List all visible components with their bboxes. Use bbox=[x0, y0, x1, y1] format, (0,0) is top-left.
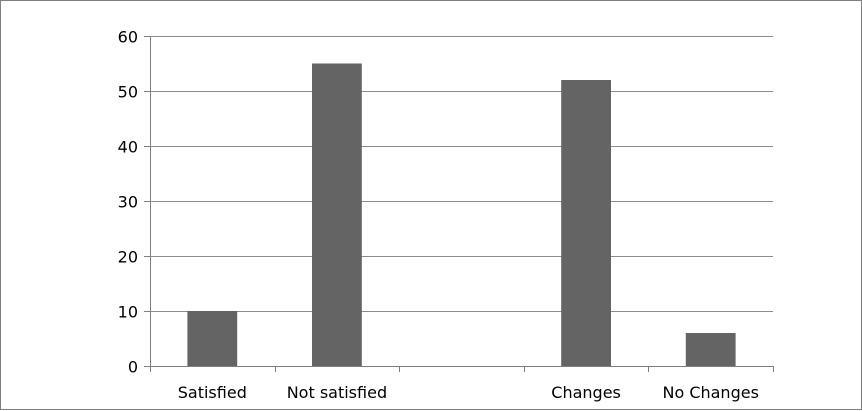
axes bbox=[144, 36, 774, 372]
y-tick-label: 30 bbox=[118, 193, 138, 212]
y-tick-label: 40 bbox=[118, 138, 138, 157]
x-tick-label: Not satisfied bbox=[287, 383, 387, 402]
bar bbox=[312, 63, 362, 366]
bar bbox=[561, 80, 611, 366]
x-tick-label: Satisfied bbox=[178, 383, 247, 402]
bar bbox=[685, 333, 736, 366]
y-tick-label: 60 bbox=[118, 28, 138, 47]
tick-labels: 0 10 20 30 40 50 60 Satisfied Not satisfied Chang… bbox=[118, 28, 759, 403]
x-tick-label: Changes bbox=[551, 383, 621, 402]
y-tick-label: 0 bbox=[128, 358, 138, 377]
y-tick-label: 20 bbox=[118, 248, 138, 267]
y-tick-label: 10 bbox=[118, 303, 138, 322]
x-tick-label: No Changes bbox=[662, 383, 758, 402]
bar bbox=[187, 311, 238, 366]
gridlines bbox=[150, 36, 773, 312]
bars bbox=[187, 63, 736, 366]
y-tick-label: 50 bbox=[118, 83, 138, 102]
